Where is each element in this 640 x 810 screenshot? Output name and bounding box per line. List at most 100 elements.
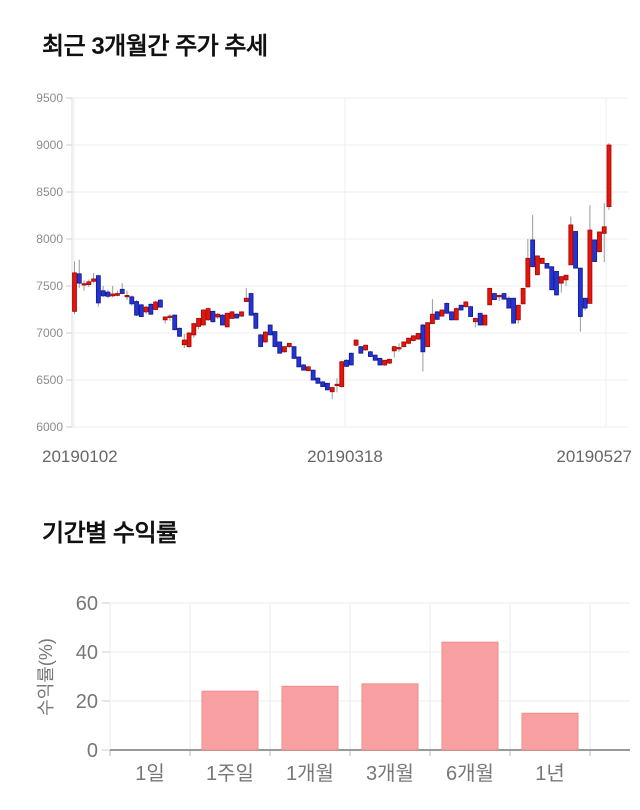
candle-up xyxy=(186,332,192,348)
price-ytick-label: 8000 xyxy=(36,232,63,246)
candle-down xyxy=(582,297,588,309)
candle-down xyxy=(449,311,454,321)
candle-up xyxy=(262,331,268,343)
price-ytick-label: 6500 xyxy=(36,373,63,387)
candle-up xyxy=(425,322,431,348)
candle-up xyxy=(115,293,120,296)
candle-up xyxy=(143,306,149,313)
candle-up xyxy=(110,293,116,297)
returns-category-label: 1년 xyxy=(535,762,565,785)
candle-down xyxy=(348,352,354,366)
price-ytick-label: 9000 xyxy=(36,138,63,152)
candle-down xyxy=(577,267,583,317)
candle-down xyxy=(220,314,225,326)
candle-down xyxy=(310,369,316,381)
returns-ytick-label: 20 xyxy=(76,691,98,713)
candle-up xyxy=(525,257,531,288)
candle-up xyxy=(162,316,168,321)
candle-up xyxy=(520,287,526,305)
price-ytick-label: 7500 xyxy=(36,279,63,293)
candle-up xyxy=(363,344,369,351)
returns-ytick-label: 40 xyxy=(76,642,98,664)
candle-up xyxy=(487,287,493,306)
candle-up xyxy=(430,313,435,325)
candle-down xyxy=(277,341,283,354)
candle-up xyxy=(387,358,392,364)
candle-down xyxy=(172,314,178,331)
candle-down xyxy=(554,271,559,296)
candle-down xyxy=(100,290,106,297)
candle-up xyxy=(401,341,407,348)
candle-down xyxy=(253,312,259,329)
candle-down xyxy=(372,354,378,361)
return-bar xyxy=(281,685,339,751)
candle-down xyxy=(272,331,278,348)
candle-down xyxy=(105,291,111,297)
candle-up xyxy=(243,297,249,302)
returns-category-label: 3개월 xyxy=(366,762,414,785)
candle-up xyxy=(568,224,574,266)
return-bar xyxy=(361,683,419,751)
candle-up xyxy=(191,323,197,336)
candle-up xyxy=(410,335,416,341)
price-xtick-label: 20190527 xyxy=(556,447,632,466)
return-bar xyxy=(521,712,579,751)
candle-up xyxy=(329,387,335,393)
candle-down xyxy=(477,312,483,326)
returns-category-label: 1주일 xyxy=(206,762,254,785)
candle-down xyxy=(325,382,330,391)
candle-up xyxy=(215,313,221,318)
candle-up xyxy=(200,309,206,326)
candle-down xyxy=(177,327,182,337)
candle-up xyxy=(606,144,612,207)
price-candlestick-chart: 9500 9000 8500 8000 7500 7000 6500 6000 20190102… xyxy=(36,91,632,466)
candle-up xyxy=(482,314,488,326)
candle-down xyxy=(157,299,163,308)
candle-down xyxy=(573,231,578,269)
candle-down xyxy=(377,357,383,366)
candle-up xyxy=(406,337,411,344)
return-bar xyxy=(201,690,259,751)
candle-up xyxy=(224,312,230,328)
candle-down xyxy=(134,301,139,316)
returns-category-label: 1일 xyxy=(135,762,165,785)
candle-down xyxy=(358,346,364,354)
candle-up xyxy=(601,226,607,234)
candle-up xyxy=(563,274,569,281)
candle-up xyxy=(396,347,402,350)
candle-down xyxy=(501,293,507,300)
candle-up xyxy=(339,361,345,387)
candle-down xyxy=(530,239,536,268)
returns-ytick-label: 60 xyxy=(76,593,98,615)
candle-up xyxy=(353,339,359,346)
candle-down xyxy=(129,296,135,305)
candle-down xyxy=(291,346,297,359)
candle-up xyxy=(391,346,397,352)
candle-up xyxy=(124,294,130,298)
candle-up xyxy=(587,229,593,304)
candle-down xyxy=(506,297,512,309)
price-ytick-label: 8500 xyxy=(36,185,63,199)
candle-down xyxy=(258,334,264,348)
candle-up xyxy=(86,281,92,285)
candle-down xyxy=(148,303,154,315)
candle-down xyxy=(95,275,101,304)
candle-down xyxy=(592,239,598,262)
candle-up xyxy=(72,272,77,312)
candle-down xyxy=(420,324,426,353)
candle-down xyxy=(210,310,216,323)
candle-up xyxy=(196,318,201,327)
candle-down xyxy=(267,324,273,336)
candle-down xyxy=(344,359,349,367)
candle-up xyxy=(515,304,521,321)
candle-down xyxy=(119,288,125,294)
candle-up xyxy=(282,346,287,353)
returns-y-axis-label: 수익률(%) xyxy=(36,638,56,716)
candle-down xyxy=(511,297,516,324)
candle-up xyxy=(153,301,159,310)
candle-up xyxy=(205,308,211,321)
candle-up xyxy=(558,276,564,284)
candle-down xyxy=(458,304,464,311)
price-ytick-label: 7000 xyxy=(36,326,63,340)
